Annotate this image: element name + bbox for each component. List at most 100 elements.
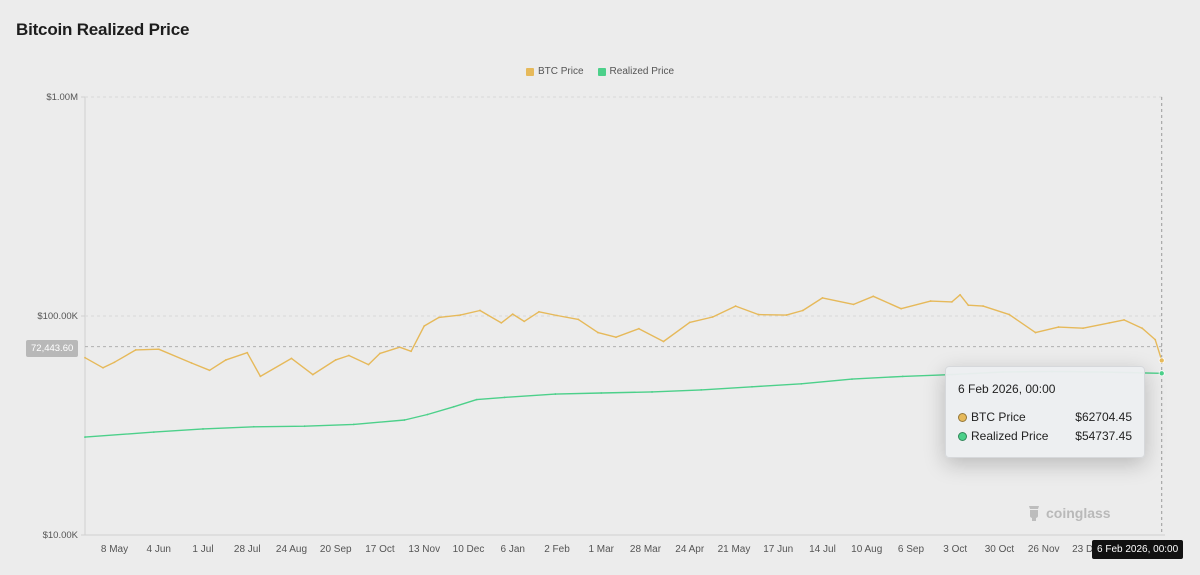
point-btc-price	[438, 316, 440, 319]
point-realized-price	[452, 405, 455, 408]
x-tick-label: 24 Apr	[675, 544, 705, 555]
point-btc-price	[734, 305, 737, 307]
point-btc-price	[190, 362, 193, 364]
point-btc-price	[1057, 326, 1060, 328]
point-btc-price	[157, 348, 160, 351]
point-btc-price	[459, 314, 462, 316]
point-btc-price	[1154, 338, 1157, 341]
x-tick-label: 4 Jun	[147, 544, 171, 555]
tooltip-row-realized: Realized Price $54737.45	[958, 429, 1132, 443]
point-btc-price	[967, 304, 970, 307]
crosshair-x-label: 6 Feb 2026, 00:00	[1092, 540, 1184, 559]
point-realized-price	[554, 393, 557, 395]
x-tick-label: 26 Nov	[1028, 544, 1060, 555]
crosshair-y-label: 72,443.60	[26, 340, 79, 357]
point-btc-price	[801, 309, 804, 312]
x-tick-label: 6 Jan	[501, 544, 525, 555]
point-btc-price	[479, 309, 481, 312]
point-btc-price	[113, 361, 116, 364]
point-realized-price	[352, 423, 355, 426]
point-btc-price	[1082, 327, 1084, 330]
point-btc-price	[500, 322, 503, 324]
point-btc-price	[757, 313, 760, 316]
point-btc-price	[982, 305, 984, 307]
point-btc-price	[423, 325, 426, 327]
point-btc-price	[959, 293, 962, 296]
point-btc-price	[259, 375, 262, 378]
point-btc-price	[638, 327, 640, 330]
point-btc-price	[290, 357, 293, 360]
point-btc-price	[311, 373, 314, 376]
x-tick-label: 20 Sep	[320, 544, 352, 555]
x-tick-label: 8 May	[101, 544, 128, 555]
point-btc-price	[538, 310, 540, 313]
page-title: Bitcoin Realized Price	[16, 20, 190, 39]
point-realized-price	[403, 419, 406, 421]
point-btc-price	[379, 352, 381, 355]
point-realized-price	[202, 428, 204, 430]
point-realized-price	[751, 385, 753, 388]
point-realized-price	[503, 396, 506, 399]
x-tick-label: 1 Mar	[588, 544, 614, 555]
point-realized-price	[426, 413, 429, 416]
legend-item-realized[interactable]: Realized Price	[597, 66, 675, 77]
point-realized-price	[252, 425, 255, 428]
x-tick-label: 28 Mar	[630, 544, 662, 555]
series-line-btc-price	[84, 294, 1163, 378]
tooltip-label-realized: Realized Price	[971, 429, 1049, 443]
point-btc-price	[208, 369, 211, 372]
tooltip-date: 6 Feb 2026, 00:00	[958, 382, 1056, 396]
chart-tooltip: 6 Feb 2026, 00:00 BTC Price $62704.45 Re…	[945, 366, 1145, 458]
point-realized-price	[651, 391, 653, 393]
legend-label-realized: Realized Price	[609, 66, 675, 77]
x-tick-label: 2 Feb	[544, 544, 570, 555]
point-btc-price	[951, 300, 953, 303]
y-tick-label: $10.00K	[43, 530, 79, 541]
tooltip-dot-realized	[958, 431, 967, 441]
point-btc-price	[688, 321, 691, 324]
point-btc-price	[929, 300, 932, 302]
point-btc-price	[597, 331, 599, 334]
x-tick-label: 24 Aug	[276, 544, 307, 555]
point-realized-price	[800, 382, 803, 385]
x-tick-label: 14 Jul	[809, 544, 836, 555]
x-tick-label: 10 Aug	[851, 544, 882, 555]
tooltip-value-realized: $54737.45	[1075, 429, 1132, 443]
point-btc-price	[511, 313, 514, 316]
point-btc-price	[102, 366, 104, 369]
hover-marker-btc	[1158, 357, 1165, 364]
point-realized-price	[851, 378, 853, 381]
point-btc-price	[872, 295, 875, 298]
point-realized-price	[303, 425, 306, 428]
point-btc-price	[1034, 331, 1037, 334]
point-btc-price	[662, 340, 665, 343]
x-tick-label: 23 Dec	[1072, 544, 1104, 555]
legend-swatch-btc	[525, 67, 534, 76]
point-btc-price	[556, 314, 558, 317]
tooltip-label-btc: BTC Price	[971, 410, 1026, 424]
tooltip-value-btc: $62704.45	[1075, 410, 1132, 424]
x-tick-label: 30 Oct	[985, 544, 1015, 555]
point-btc-price	[785, 314, 788, 316]
point-realized-price	[152, 431, 155, 434]
watermark-text: coinglass	[1046, 505, 1111, 521]
point-btc-price	[852, 303, 855, 306]
point-btc-price	[1108, 322, 1111, 324]
point-btc-price	[900, 307, 903, 310]
legend-label-btc: BTC Price	[537, 66, 584, 77]
point-btc-price	[615, 336, 617, 339]
y-tick-label: $100.00K	[37, 311, 78, 322]
point-btc-price	[577, 318, 580, 321]
point-btc-price	[225, 359, 227, 361]
x-tick-label: 28 Jul	[234, 544, 261, 555]
legend-item-btc[interactable]: BTC Price	[525, 66, 584, 77]
point-btc-price	[523, 320, 526, 323]
watermark: coinglass	[1026, 504, 1111, 522]
point-realized-price	[84, 436, 86, 438]
hover-marker-realized	[1158, 370, 1165, 377]
x-tick-label: 1 Jul	[192, 544, 213, 555]
x-tick-label: 17 Oct	[365, 544, 395, 555]
x-tick-label: 6 Sep	[898, 544, 925, 555]
